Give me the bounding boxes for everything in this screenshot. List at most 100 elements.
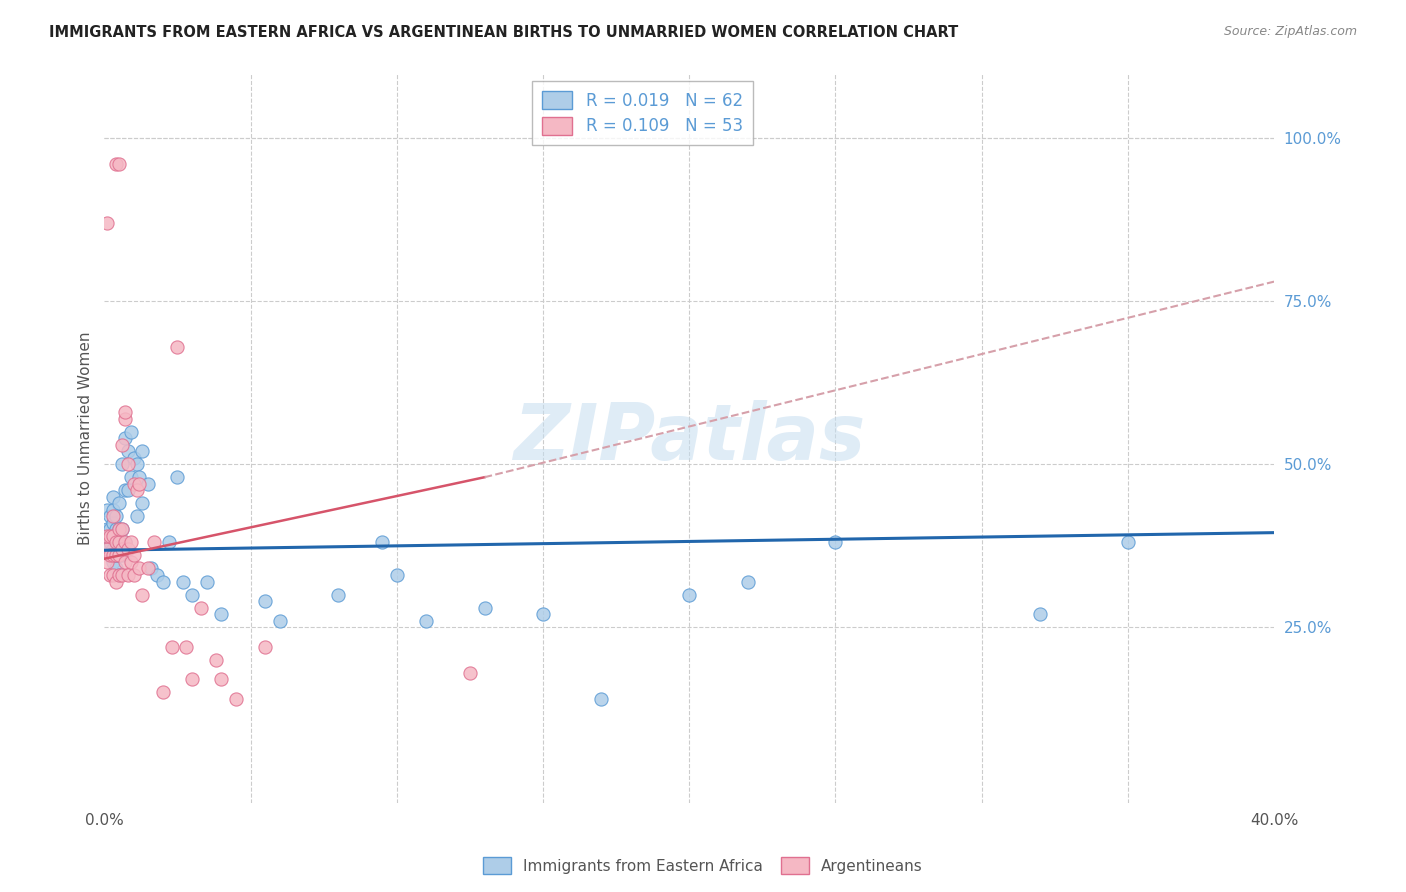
Point bbox=[101, 529, 124, 543]
Point bbox=[114, 535, 136, 549]
Point bbox=[101, 516, 124, 530]
Point bbox=[385, 568, 408, 582]
Point bbox=[101, 541, 124, 556]
Point bbox=[111, 549, 134, 563]
Point bbox=[108, 568, 131, 582]
Point bbox=[195, 574, 218, 589]
Point bbox=[105, 549, 128, 563]
Point bbox=[415, 614, 437, 628]
Point bbox=[98, 535, 121, 549]
Point bbox=[114, 555, 136, 569]
Point bbox=[120, 425, 142, 439]
Point bbox=[108, 522, 131, 536]
Point bbox=[105, 574, 128, 589]
Text: IMMIGRANTS FROM EASTERN AFRICA VS ARGENTINEAN BIRTHS TO UNMARRIED WOMEN CORRELAT: IMMIGRANTS FROM EASTERN AFRICA VS ARGENT… bbox=[49, 25, 959, 40]
Point bbox=[105, 549, 128, 563]
Point bbox=[591, 692, 613, 706]
Point bbox=[111, 522, 134, 536]
Point bbox=[131, 588, 153, 602]
Point bbox=[101, 549, 124, 563]
Point bbox=[96, 555, 118, 569]
Point bbox=[101, 503, 124, 517]
Point bbox=[108, 522, 131, 536]
Point bbox=[166, 470, 188, 484]
Point bbox=[105, 509, 128, 524]
Point bbox=[128, 476, 150, 491]
Point bbox=[152, 685, 174, 699]
Point bbox=[101, 490, 124, 504]
Point bbox=[122, 450, 145, 465]
Point bbox=[98, 522, 121, 536]
Point bbox=[111, 541, 134, 556]
Point bbox=[96, 503, 118, 517]
Point bbox=[108, 549, 131, 563]
Point bbox=[474, 600, 496, 615]
Point bbox=[96, 541, 118, 556]
Point bbox=[160, 640, 183, 654]
Point bbox=[269, 614, 291, 628]
Point bbox=[120, 535, 142, 549]
Point bbox=[128, 470, 150, 484]
Point bbox=[166, 340, 188, 354]
Point bbox=[111, 437, 134, 451]
Point bbox=[328, 588, 350, 602]
Point bbox=[111, 568, 134, 582]
Point bbox=[114, 483, 136, 498]
Point bbox=[98, 568, 121, 582]
Point bbox=[190, 600, 212, 615]
Point bbox=[96, 541, 118, 556]
Point bbox=[131, 444, 153, 458]
Point bbox=[824, 535, 846, 549]
Point bbox=[117, 483, 139, 498]
Point bbox=[96, 216, 118, 230]
Point bbox=[96, 522, 118, 536]
Text: ZIPatlas: ZIPatlas bbox=[513, 401, 865, 476]
Legend: Immigrants from Eastern Africa, Argentineans: Immigrants from Eastern Africa, Argentin… bbox=[477, 851, 929, 880]
Point bbox=[254, 640, 277, 654]
Point bbox=[143, 535, 166, 549]
Point bbox=[98, 509, 121, 524]
Point bbox=[531, 607, 554, 621]
Point bbox=[131, 496, 153, 510]
Point bbox=[114, 535, 136, 549]
Point bbox=[108, 157, 131, 171]
Point bbox=[1029, 607, 1052, 621]
Point bbox=[209, 607, 232, 621]
Point bbox=[117, 457, 139, 471]
Point bbox=[125, 483, 148, 498]
Point bbox=[98, 529, 121, 543]
Point bbox=[96, 529, 118, 543]
Point bbox=[146, 568, 169, 582]
Point bbox=[120, 555, 142, 569]
Point bbox=[141, 561, 163, 575]
Point bbox=[108, 549, 131, 563]
Point bbox=[737, 574, 759, 589]
Point bbox=[128, 561, 150, 575]
Point bbox=[105, 535, 128, 549]
Point bbox=[98, 549, 121, 563]
Point bbox=[117, 444, 139, 458]
Point bbox=[174, 640, 197, 654]
Point bbox=[114, 411, 136, 425]
Point bbox=[181, 588, 204, 602]
Point bbox=[136, 561, 159, 575]
Point bbox=[105, 535, 128, 549]
Point bbox=[108, 496, 131, 510]
Legend: R = 0.019   N = 62, R = 0.109   N = 53: R = 0.019 N = 62, R = 0.109 N = 53 bbox=[533, 81, 752, 145]
Point bbox=[114, 405, 136, 419]
Point bbox=[111, 522, 134, 536]
Point bbox=[157, 535, 180, 549]
Point bbox=[101, 568, 124, 582]
Point bbox=[125, 509, 148, 524]
Point bbox=[209, 673, 232, 687]
Point bbox=[105, 157, 128, 171]
Text: Source: ZipAtlas.com: Source: ZipAtlas.com bbox=[1223, 25, 1357, 38]
Point bbox=[111, 457, 134, 471]
Point bbox=[125, 457, 148, 471]
Point bbox=[114, 431, 136, 445]
Point bbox=[101, 555, 124, 569]
Point bbox=[101, 529, 124, 543]
Point bbox=[181, 673, 204, 687]
Y-axis label: Births to Unmarried Women: Births to Unmarried Women bbox=[79, 331, 93, 545]
Point bbox=[101, 509, 124, 524]
